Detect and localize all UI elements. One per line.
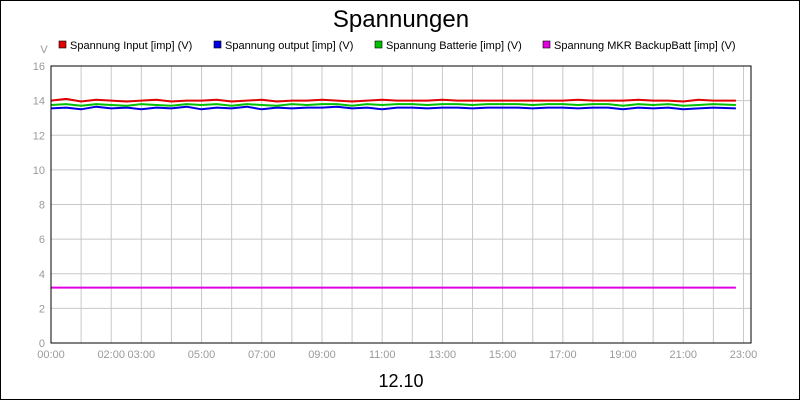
series-line-2 — [50, 103, 736, 107]
x-tick-label: 00:00 — [37, 349, 65, 361]
x-tick-label: 21:00 — [669, 349, 697, 361]
legend: Spannung Input [imp] (V) Spannung output … — [58, 40, 736, 52]
y-tick-label: 0 — [39, 338, 45, 350]
x-axis-ticks: 00:00 02:00 03:00 05:00 07:00 09:00 11:00 13:00… — [37, 349, 757, 361]
x-tick-label: 15:00 — [489, 349, 517, 361]
x-tick-label: 09:00 — [308, 349, 336, 361]
y-tick-label: 4 — [39, 269, 45, 281]
y-tick-label: 16 — [33, 61, 45, 73]
x-tick-label: 23:00 — [730, 349, 758, 361]
y-tick-label: 8 — [39, 200, 45, 212]
chart-title: Spannungen — [333, 6, 469, 33]
x-tick-label: 19:00 — [609, 349, 637, 361]
legend-swatch — [213, 40, 222, 49]
legend-swatch — [542, 40, 551, 49]
legend-swatch — [374, 40, 383, 49]
legend-swatch — [58, 40, 67, 49]
y-axis-unit: V — [40, 44, 48, 56]
legend-label: Spannung MKR BackupBatt [imp] (V) — [554, 40, 736, 52]
x-tick-label: 13:00 — [429, 349, 457, 361]
legend-item: Spannung output [imp] (V) — [213, 40, 353, 52]
y-axis-ticks: 0 2 4 6 8 10 12 14 16 — [33, 61, 45, 350]
x-tick-label: 02:00 — [97, 349, 125, 361]
x-tick-label: 11:00 — [369, 349, 396, 361]
x-tick-label: 03:00 — [128, 349, 156, 361]
legend-label: Spannung Input [imp] (V) — [70, 40, 192, 52]
plot-border — [50, 65, 752, 344]
legend-label: Spannung Batterie [imp] (V) — [386, 40, 522, 52]
y-tick-label: 6 — [39, 234, 45, 246]
y-tick-label: 10 — [33, 165, 45, 177]
y-tick-label: 12 — [33, 130, 45, 142]
series-line-1 — [50, 105, 736, 111]
y-tick-label: 14 — [33, 96, 45, 108]
x-axis-date-label: 12.10 — [378, 371, 423, 391]
x-tick-label: 17:00 — [549, 349, 577, 361]
x-tick-label: 07:00 — [248, 349, 276, 361]
legend-item: Spannung Batterie [imp] (V) — [374, 40, 522, 52]
y-tick-label: 2 — [39, 303, 45, 315]
legend-item: Spannung Input [imp] (V) — [58, 40, 192, 52]
legend-label: Spannung output [imp] (V) — [225, 40, 353, 52]
series-line-0 — [50, 97, 736, 103]
series-lines — [50, 97, 736, 289]
x-tick-label: 05:00 — [188, 349, 216, 361]
legend-item: Spannung MKR BackupBatt [imp] (V) — [542, 40, 736, 52]
